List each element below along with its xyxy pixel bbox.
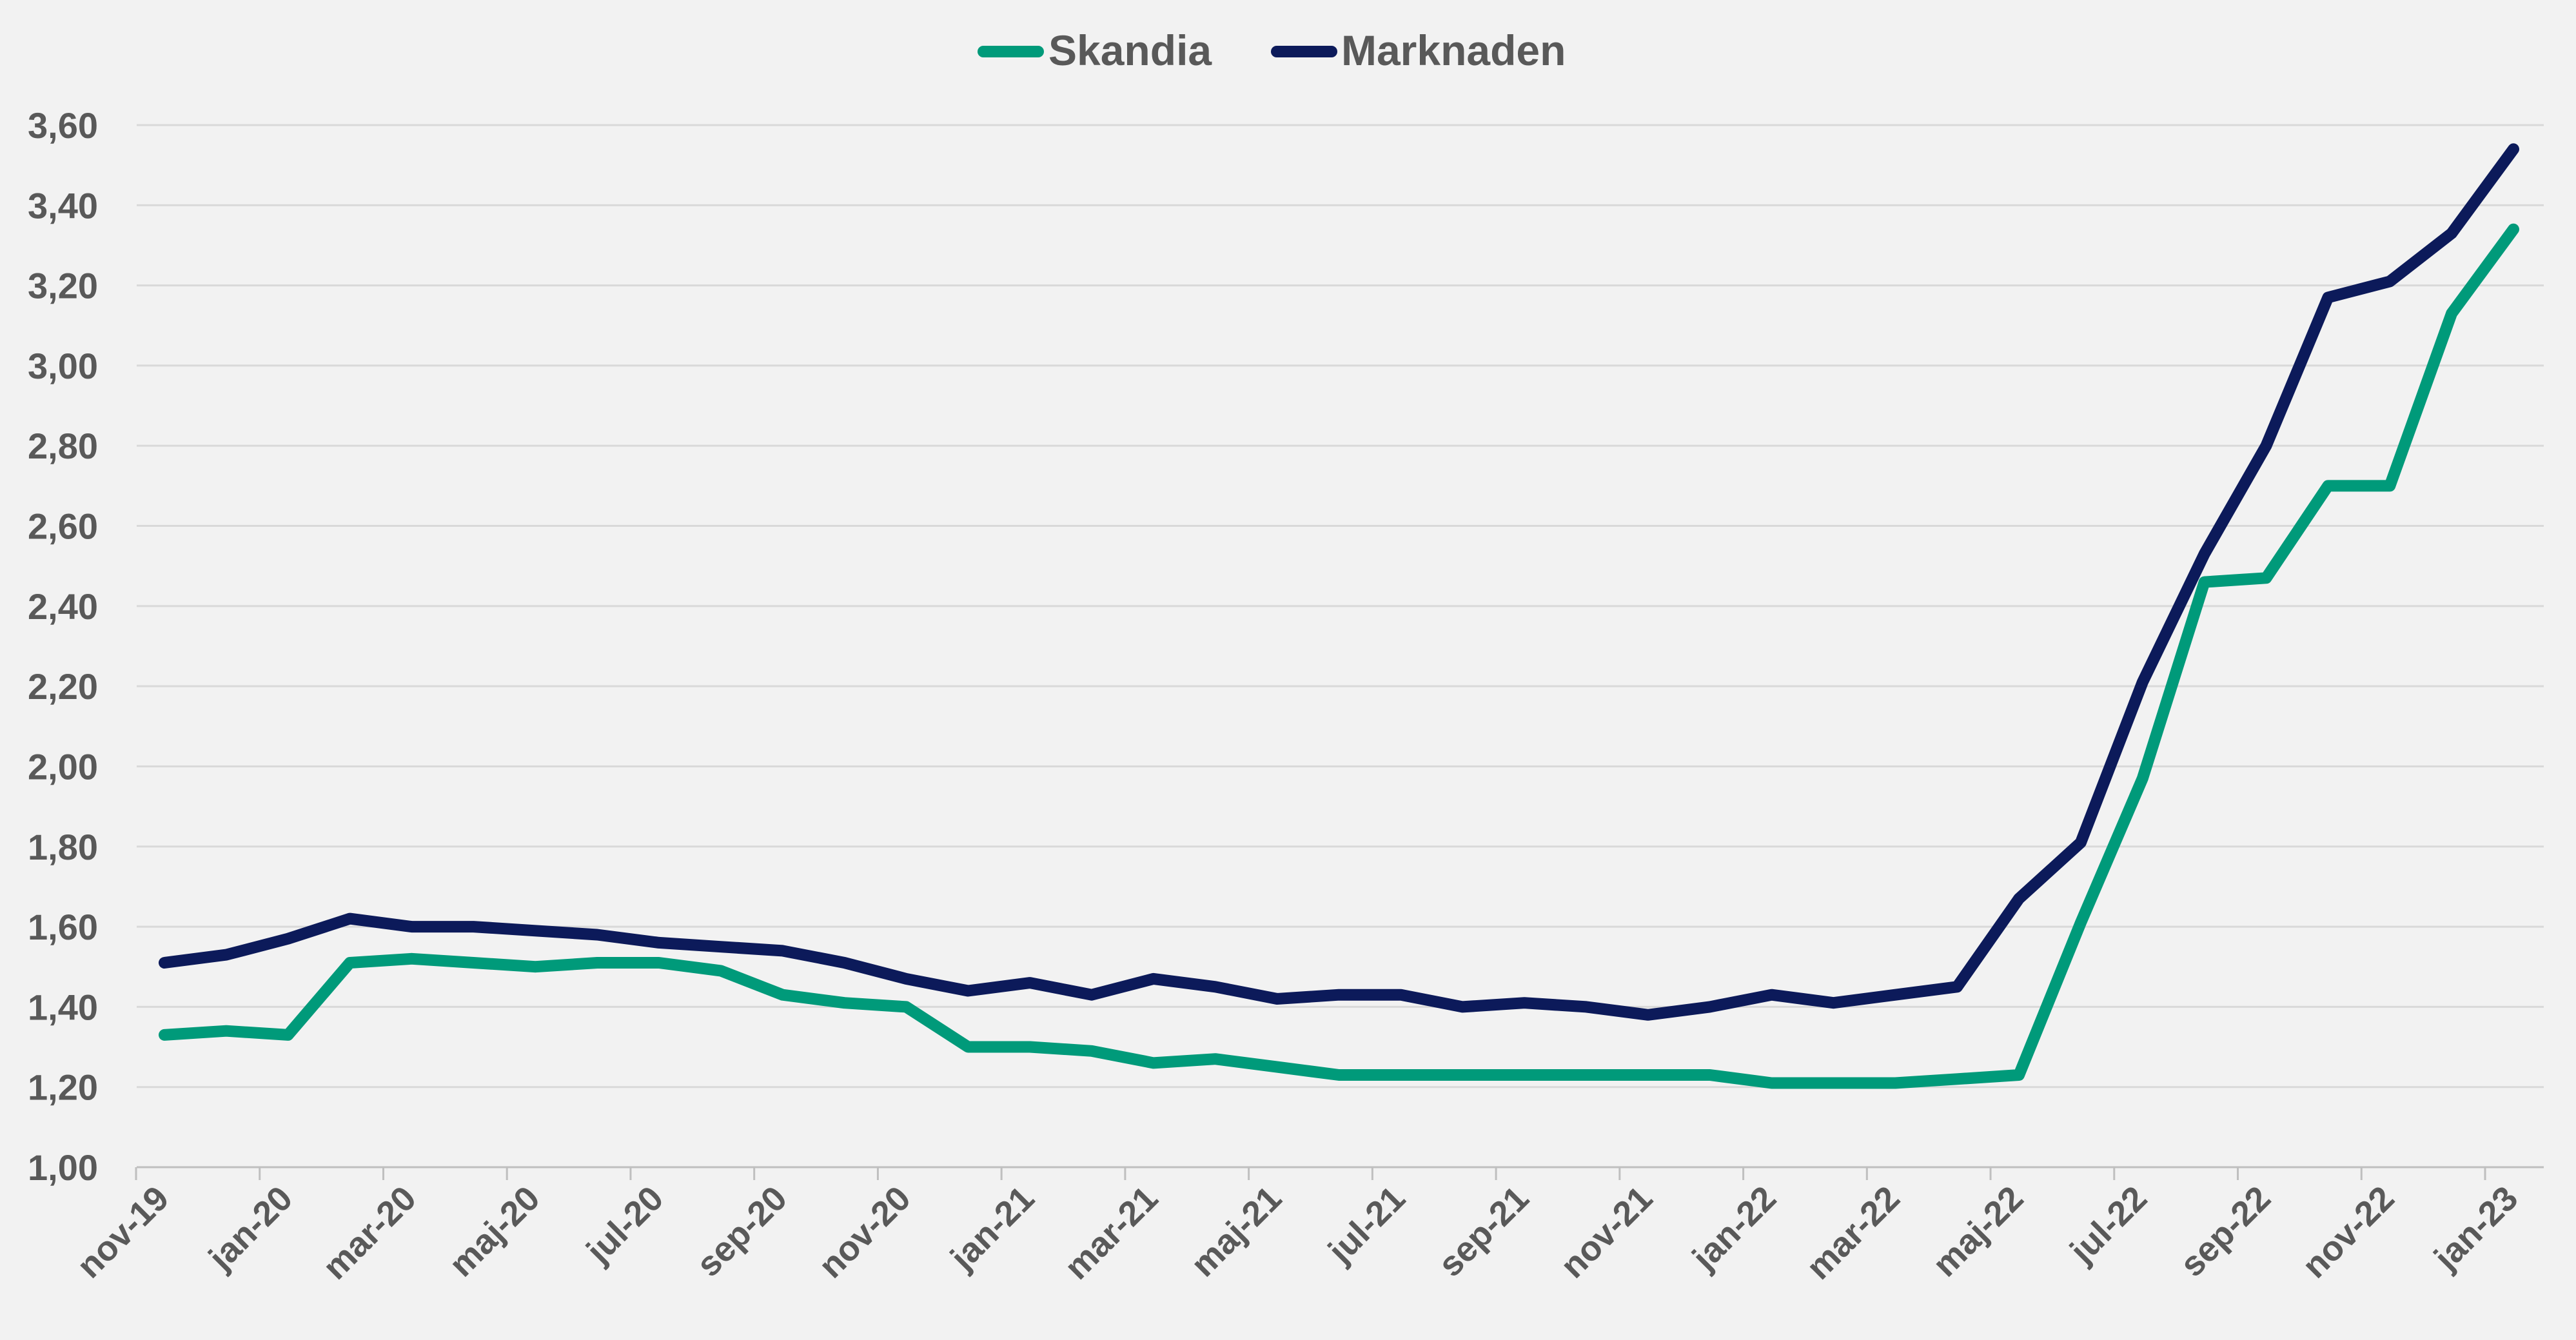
series-line-marknaden xyxy=(159,143,2519,1021)
y-tick-label: 3,60 xyxy=(28,105,98,146)
legend: Skandia Marknaden xyxy=(978,26,1566,74)
y-tick-label: 2,00 xyxy=(28,746,98,787)
y-tick-label: 1,60 xyxy=(28,907,98,947)
y-tick-label: 1,80 xyxy=(28,827,98,867)
y-tick-label: 2,20 xyxy=(28,666,98,707)
y-tick-label: 2,80 xyxy=(28,426,98,466)
y-tick-label: 3,00 xyxy=(28,346,98,386)
series-line-skandia xyxy=(159,223,2519,1089)
y-tick-label: 1,40 xyxy=(28,987,98,1027)
y-tick-label: 1,00 xyxy=(28,1147,98,1188)
y-tick-label: 2,40 xyxy=(28,586,98,627)
y-axis: 1,00 1,20 1,40 1,60 1,80 2,00 2,20 2,40 2,60 2,80… xyxy=(28,105,98,1188)
y-tick-label: 3,40 xyxy=(28,185,98,226)
legend-label-skandia: Skandia xyxy=(1048,26,1212,74)
legend-label-marknaden: Marknaden xyxy=(1341,26,1566,74)
y-tick-label: 2,60 xyxy=(28,506,98,547)
series-group xyxy=(159,143,2519,1089)
y-tick-label: 1,20 xyxy=(28,1067,98,1108)
y-tick-label: 3,20 xyxy=(28,266,98,306)
